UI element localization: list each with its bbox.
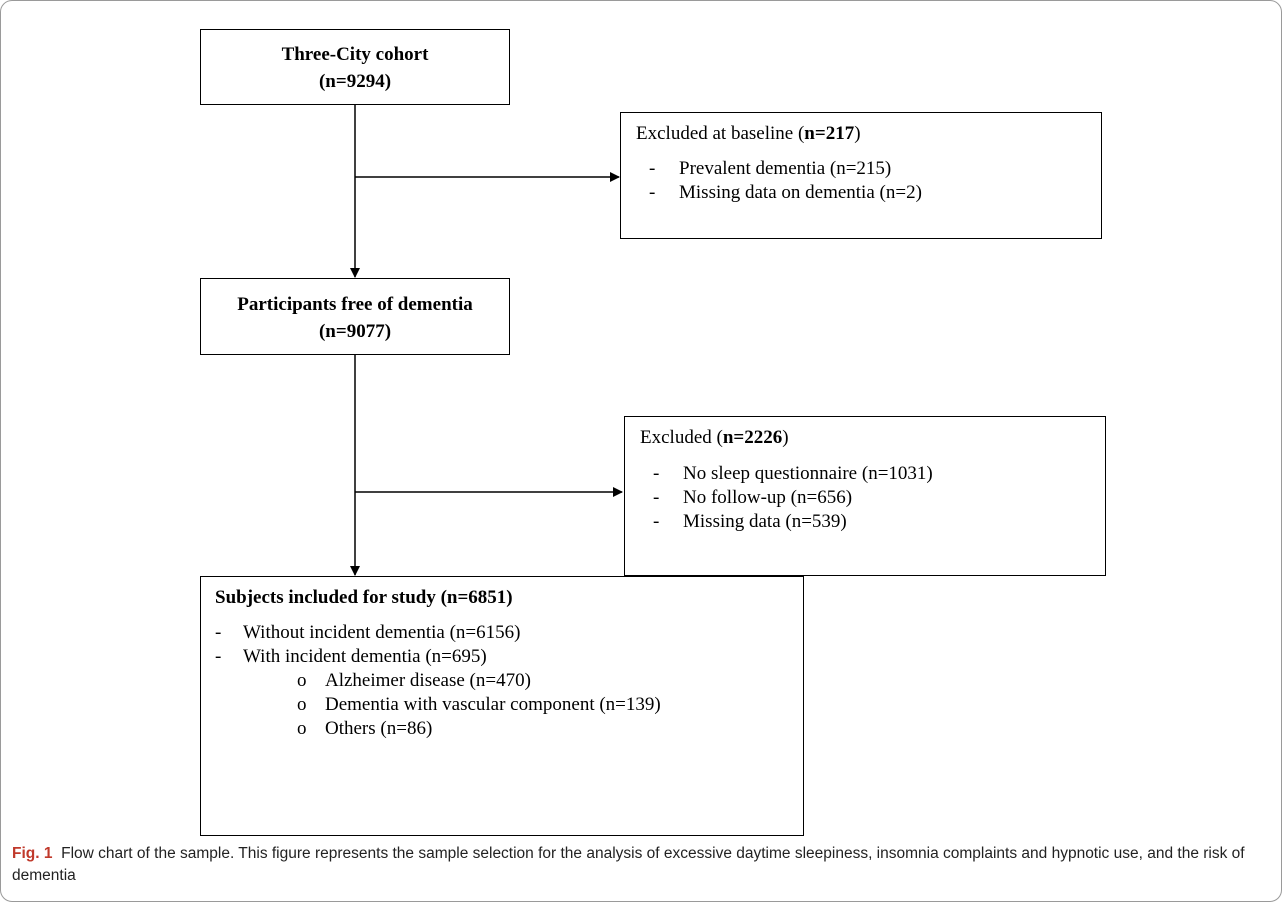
list-item: - With incident dementia (n=695) o Alzheim… [215, 645, 803, 741]
list-item: - Without incident dementia (n=6156) [215, 622, 521, 643]
figure-caption: Fig. 1 Flow chart of the sample. This fi… [12, 843, 1267, 887]
cohort-count: (n=9294) [318, 71, 392, 92]
cohort-title: Three-City cohort [281, 44, 429, 65]
included-box: Subjects included for study (n=6851) - Wi… [200, 576, 804, 836]
sub-list-item: o Others (n=86) [297, 718, 433, 739]
sub-list-item: o Alzheimer disease (n=470) [297, 670, 531, 691]
free-title: Participants free of dementia [237, 294, 473, 315]
list-item: - Missing data (n=539) [653, 511, 847, 532]
excluded-followup-box: Excluded (n=2226) - No sleep questionnair… [624, 416, 1106, 576]
excluded-baseline-box: Excluded at baseline (n=217) - Prevalent … [620, 112, 1102, 239]
list-item: - No sleep questionnaire (n=1031) [653, 463, 933, 484]
list-item: - No follow-up (n=656) [653, 487, 853, 508]
sub-list-item: o Dementia with vascular component (n=139… [297, 694, 661, 715]
excluded-followup-heading: Excluded (n=2226) [640, 427, 789, 448]
figure-label: Fig. 1 [12, 845, 53, 862]
free-count: (n=9077) [318, 321, 392, 342]
figure-caption-text: Flow chart of the sample. This figure re… [12, 845, 1245, 884]
list-item: - Missing data on dementia (n=2) [649, 182, 922, 203]
included-heading: Subjects included for study (n=6851) [215, 587, 513, 608]
free-box: Participants free of dementia (n=9077) [200, 278, 510, 355]
cohort-box: Three-City cohort (n=9294) [200, 29, 510, 105]
list-item: - Prevalent dementia (n=215) [649, 158, 892, 179]
excluded-baseline-heading: Excluded at baseline (n=217) [636, 123, 861, 144]
